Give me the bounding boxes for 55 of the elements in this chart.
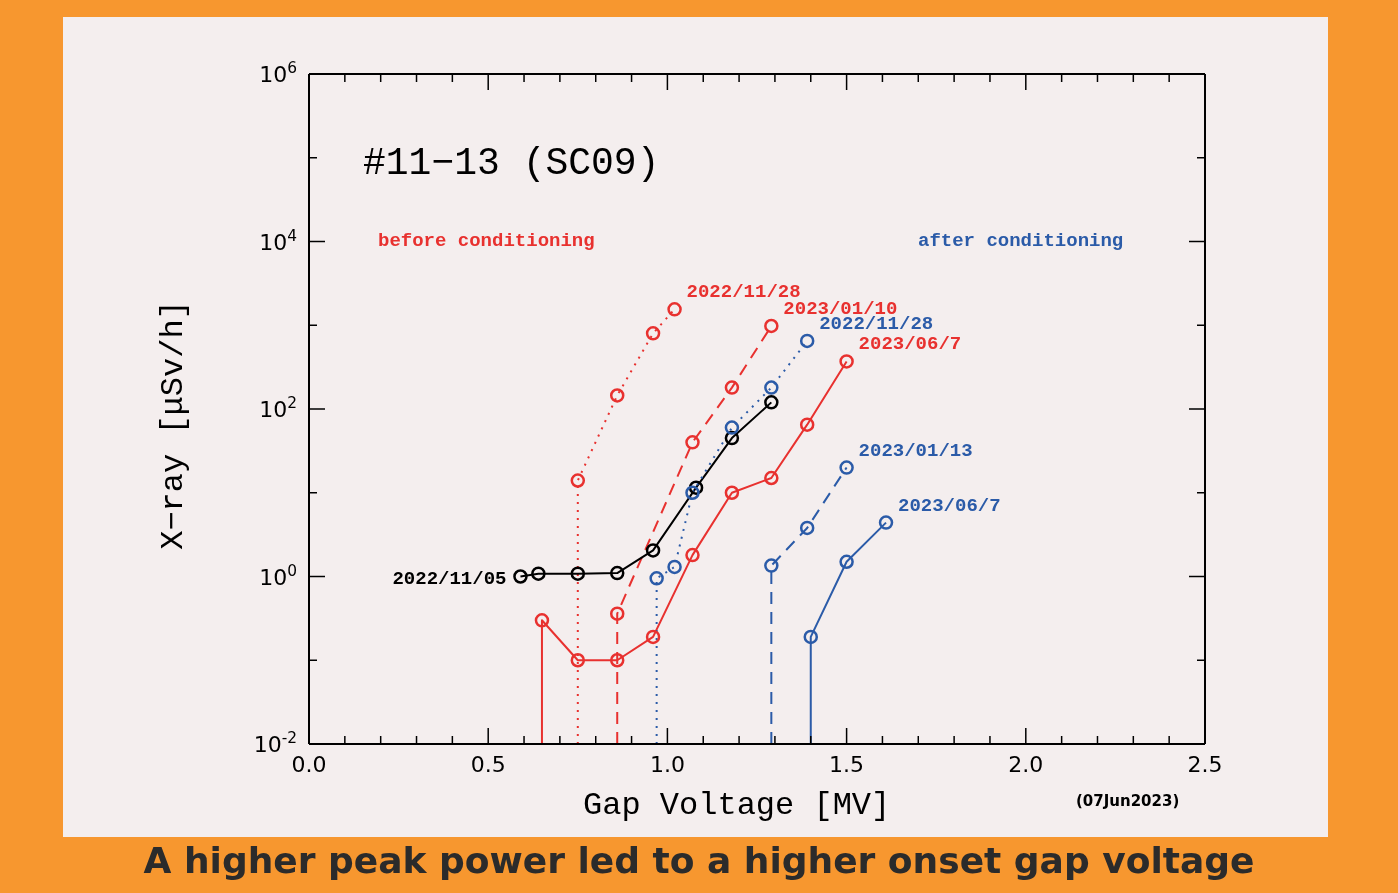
point	[799, 333, 815, 349]
x-tick-label: 2.0	[1008, 752, 1044, 777]
point	[685, 547, 700, 563]
x-tick-label: 2.5	[1187, 752, 1223, 777]
series-label: 2023/06/7	[898, 494, 1001, 517]
point	[667, 559, 682, 575]
point	[764, 470, 779, 486]
text: A higher peak power led to a higher onset gap voltage	[142, 840, 1256, 881]
point	[649, 571, 664, 586]
point	[513, 569, 528, 584]
x-axis-title: Gap Voltage [MV]	[583, 787, 891, 824]
text: #11−13 (SC09)	[363, 142, 660, 185]
y-tick-label: 10$^{0}$	[259, 561, 297, 590]
point	[839, 554, 854, 569]
point	[799, 417, 815, 432]
x-tick-label: 0.5	[470, 752, 506, 777]
point	[609, 653, 625, 668]
point	[724, 485, 740, 500]
y-axis-title: X−ray [μSv/h]	[154, 300, 192, 550]
point	[570, 473, 586, 488]
point	[534, 613, 550, 628]
point	[685, 485, 700, 500]
point	[531, 566, 546, 581]
point	[609, 606, 625, 621]
point	[645, 326, 661, 341]
point	[667, 302, 682, 317]
text: (07Jun2023)	[1076, 792, 1180, 810]
point	[764, 558, 779, 573]
annotation: before conditioning	[378, 230, 595, 252]
point	[764, 380, 779, 395]
point	[724, 420, 740, 435]
series-label: 2022/11/05	[392, 567, 507, 590]
point	[839, 354, 854, 369]
point	[570, 566, 586, 581]
y-tick-label: 10$^{6}$	[259, 59, 297, 87]
x-tick-label: 1.0	[649, 752, 685, 777]
point	[645, 629, 661, 645]
y-tick-label: 10$^{2}$	[259, 394, 297, 422]
series-label: 2023/06/7	[858, 333, 962, 356]
point	[878, 515, 894, 530]
point	[609, 388, 625, 403]
point	[724, 380, 740, 395]
annotation: after conditioning	[918, 230, 1124, 252]
point	[609, 565, 625, 581]
point	[764, 318, 779, 334]
series-label: 2023/01/13	[858, 439, 973, 462]
x-tick-label: 1.5	[829, 752, 865, 777]
point	[570, 653, 586, 668]
point	[645, 543, 661, 558]
point	[803, 629, 819, 645]
point	[839, 460, 854, 475]
y-tick-label: 10$^{4}$	[259, 226, 297, 255]
point	[764, 395, 779, 410]
point	[799, 520, 815, 536]
point	[685, 435, 700, 450]
